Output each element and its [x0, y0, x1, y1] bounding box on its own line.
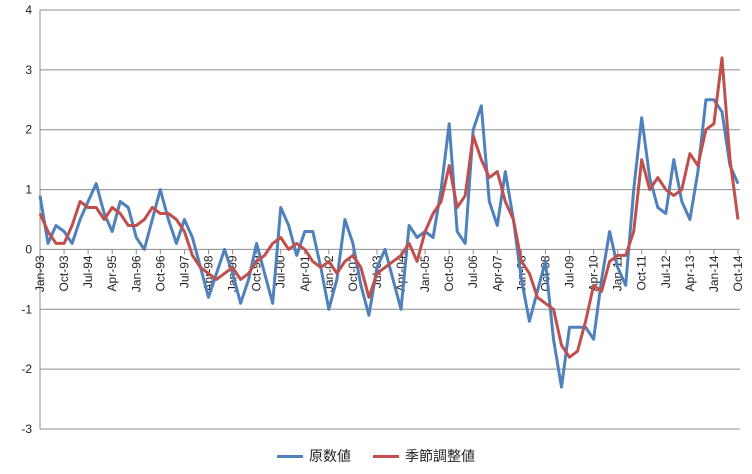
legend-label-original: 原数値 — [309, 449, 351, 465]
y-tick-label: 4 — [25, 3, 32, 17]
y-tick-label: 0 — [25, 242, 32, 256]
x-tick-label: Oct-05 — [442, 255, 456, 291]
x-tick-label: Jan-11 — [611, 255, 625, 291]
legend-swatch-seasonally-adjusted — [373, 454, 399, 458]
line-chart: -3 -2 -1 0 1 2 3 4 Jan-93 Oct-93 Jul-94 Apr-95 Jan-9… — [21, 3, 745, 436]
legend-swatch-original — [277, 454, 303, 458]
series-line-original — [38, 98, 740, 389]
y-tick-label: -3 — [21, 422, 32, 436]
legend-item-original: 原数値 — [277, 446, 351, 466]
x-tick-label: Jan-93 — [33, 255, 47, 292]
legend-item-seasonally-adjusted: 季節調整値 — [373, 446, 475, 466]
x-tick-label: Oct-93 — [57, 255, 71, 291]
y-tick-label: 2 — [25, 123, 32, 137]
x-tick-label: Jul-12 — [659, 255, 673, 288]
y-tick-label: 3 — [25, 63, 32, 77]
legend-label-seasonally-adjusted: 季節調整値 — [405, 449, 475, 465]
x-tick-label: Apr-01 — [298, 255, 312, 291]
x-tick-label: Jul-06 — [466, 255, 480, 288]
x-tick-label: Apr-95 — [105, 255, 119, 291]
legend: 原数値 季節調整値 — [0, 446, 752, 466]
x-tick-label: Jul-97 — [177, 255, 191, 288]
x-tick-label: Jan-14 — [707, 255, 721, 292]
x-tick-label: Oct-14 — [731, 255, 745, 291]
x-tick-label: Apr-13 — [683, 255, 697, 291]
x-tick-label: Jan-05 — [418, 255, 432, 292]
x-tick-label: Apr-07 — [490, 255, 504, 291]
y-tick-label: 1 — [25, 183, 32, 197]
series-line-seasonally-adjusted — [38, 56, 740, 359]
y-tick-label: -2 — [21, 362, 32, 376]
y-tick-label: -1 — [21, 302, 32, 316]
x-tick-label: Oct-96 — [153, 255, 167, 291]
x-tick-label: Jul-94 — [81, 255, 95, 288]
x-tick-label: Jul-09 — [563, 255, 577, 288]
x-tick-label: Oct-11 — [635, 255, 649, 290]
x-tick-label: Jan-96 — [129, 255, 143, 292]
x-tick-label: Apr-10 — [587, 255, 601, 291]
